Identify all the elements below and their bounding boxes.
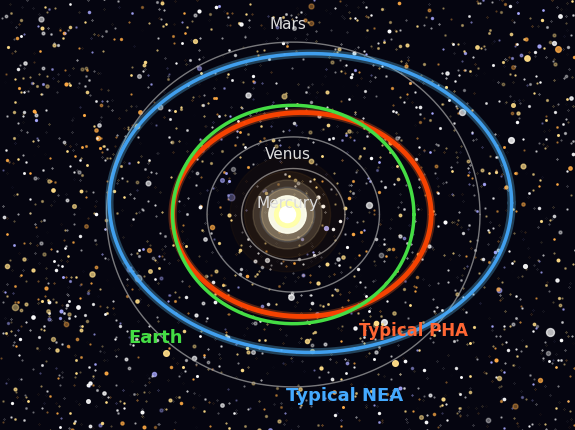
Circle shape [269,197,306,233]
Circle shape [279,207,296,223]
Circle shape [253,181,322,249]
Circle shape [260,188,315,242]
Text: Mars: Mars [269,17,306,32]
Circle shape [253,181,322,249]
Circle shape [275,202,300,228]
Circle shape [244,172,331,258]
Circle shape [262,189,313,241]
Text: Typical NEA: Typical NEA [286,386,404,404]
Text: Typical PHA: Typical PHA [359,322,469,340]
Text: Venus: Venus [264,146,310,161]
Text: Mercury: Mercury [256,196,319,211]
Text: Earth: Earth [128,328,183,346]
